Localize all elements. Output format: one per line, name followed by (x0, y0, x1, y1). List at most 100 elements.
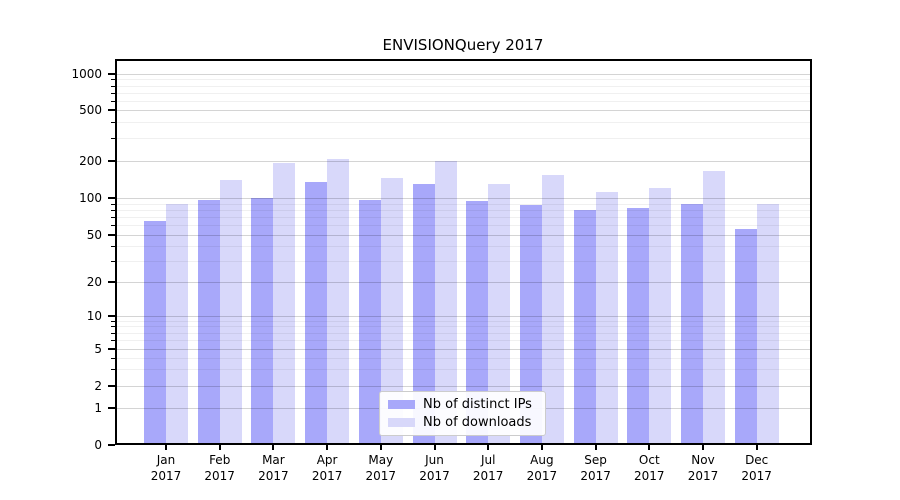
y-minor-tick (111, 92, 115, 94)
y-tick (108, 347, 115, 350)
x-tick (594, 445, 597, 450)
y-tick-label: 0 (94, 437, 102, 452)
bar-dec-downloads (756, 203, 779, 445)
y-tick-label: 50 (86, 228, 102, 242)
y-minor-tick (111, 320, 115, 322)
y-minor-tick (111, 326, 115, 328)
y-minor-tick (111, 332, 115, 334)
x-tick-label-year: 2017 (365, 469, 397, 483)
legend-swatch-distinct-ips (388, 400, 415, 409)
x-tick (540, 445, 543, 450)
x-tick (218, 445, 221, 450)
y-tick (108, 73, 115, 75)
bar-aug-distinct-ips (519, 205, 542, 445)
y-tick (108, 314, 115, 317)
bar-feb-distinct-ips (197, 199, 220, 445)
minor-gridline (115, 357, 812, 359)
x-tick (433, 445, 436, 450)
minor-gridline (115, 332, 812, 334)
bar-jul-distinct-ips (466, 201, 489, 445)
x-tick-label-year: 2017 (687, 469, 719, 483)
y-minor-tick (111, 225, 115, 227)
minor-gridline (115, 369, 812, 371)
legend-label-downloads: Nb of downloads (423, 415, 532, 430)
bar-mar-downloads (273, 162, 296, 445)
y-tick-label: 5 (94, 341, 102, 356)
x-tick-label-month: Nov (691, 453, 715, 467)
minor-gridline (115, 261, 812, 263)
y-minor-tick (111, 203, 115, 205)
legend: Nb of distinct IPs Nb of downloads (379, 391, 546, 436)
x-tick (165, 445, 167, 450)
major-gridline (115, 74, 812, 75)
y-minor-tick (111, 369, 115, 371)
y-minor-tick (111, 246, 115, 248)
x-tick (648, 445, 651, 450)
y-tick (108, 384, 115, 387)
legend-swatch-downloads (388, 418, 415, 427)
y-minor-tick (111, 357, 115, 359)
bar-jul-downloads (488, 183, 511, 445)
y-tick-label: 1000 (71, 67, 102, 81)
major-gridline (115, 235, 812, 236)
x-tick-label-year: 2017 (472, 469, 504, 483)
minor-gridline (115, 340, 812, 342)
minor-gridline (115, 100, 812, 102)
bar-oct-distinct-ips (627, 207, 650, 445)
x-tick-label-year: 2017 (634, 469, 665, 483)
y-tick-label: 20 (86, 274, 102, 289)
x-tick-label-month: Oct (638, 453, 660, 467)
minor-gridline (115, 210, 812, 212)
x-tick (487, 445, 490, 450)
major-gridline (115, 110, 812, 111)
minor-gridline (115, 320, 812, 322)
bar-apr-distinct-ips (305, 181, 328, 445)
x-tick-label-year: 2017 (311, 469, 343, 483)
x-tick (272, 445, 275, 450)
bar-jan-distinct-ips (144, 221, 166, 445)
y-tick (108, 443, 115, 446)
y-tick (108, 159, 115, 162)
bar-nov-distinct-ips (681, 203, 703, 445)
x-tick-label-month: Sep (584, 453, 607, 467)
minor-gridline (115, 203, 812, 205)
bar-sep-distinct-ips (573, 210, 596, 445)
y-minor-tick (111, 79, 115, 81)
chart-title: ENVISIONQuery 2017 (382, 36, 544, 54)
bar-oct-downloads (649, 187, 672, 445)
minor-gridline (115, 217, 812, 219)
y-minor-tick (111, 340, 115, 342)
bar-jan-downloads (166, 203, 188, 445)
minor-gridline (115, 122, 812, 124)
x-tick-label-month: Mar (262, 453, 285, 467)
y-tick-label: 1 (94, 401, 102, 415)
x-tick-label-year: 2017 (741, 469, 772, 483)
y-tick-label: 200 (79, 153, 102, 168)
y-tick-label: 10 (86, 308, 102, 323)
x-tick-label-month: Apr (316, 453, 338, 467)
y-minor-tick (111, 261, 115, 263)
bar-sep-downloads (595, 192, 618, 445)
y-tick-label: 2 (94, 378, 102, 393)
x-tick-label-year: 2017 (204, 469, 235, 483)
bar-apr-downloads (327, 158, 350, 445)
x-tick (379, 445, 382, 450)
minor-gridline (115, 92, 812, 94)
y-minor-tick (111, 85, 115, 87)
minor-gridline (115, 246, 812, 248)
x-tick-label-month: Feb (209, 453, 231, 467)
x-tick-label-month: Dec (745, 453, 769, 467)
y-tick (108, 280, 115, 283)
bar-jun-distinct-ips (412, 184, 435, 445)
y-minor-tick (111, 100, 115, 102)
x-tick-label-year: 2017 (258, 469, 289, 483)
x-tick-label-month: Jul (480, 453, 496, 467)
y-minor-tick (111, 217, 115, 219)
bar-dec-distinct-ips (734, 228, 757, 445)
y-tick-label: 100 (79, 191, 102, 206)
x-tick-label-month: Jun (425, 453, 444, 467)
y-minor-tick (111, 210, 115, 212)
x-tick-label-month: Jan (156, 453, 176, 467)
bar-feb-downloads (219, 179, 242, 445)
